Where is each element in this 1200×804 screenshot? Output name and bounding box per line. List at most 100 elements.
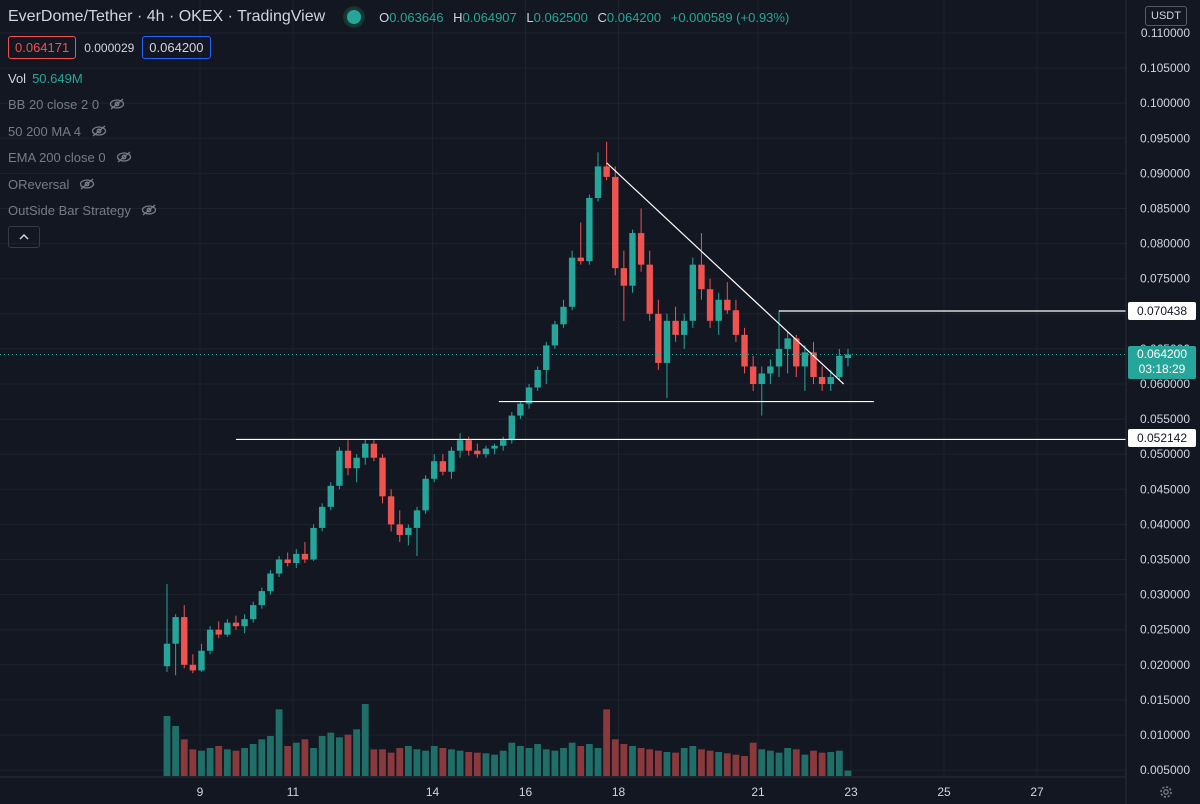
volume-bar (629, 746, 636, 776)
price-tick-label: 0.050000 (1140, 447, 1190, 461)
time-tick-label: 27 (1030, 785, 1044, 799)
candle-body (327, 485, 334, 507)
candle-body (698, 264, 705, 290)
candle-body (784, 338, 791, 349)
volume-bar (517, 746, 524, 776)
candle-body (629, 233, 636, 286)
time-tick-label: 25 (937, 785, 951, 799)
candle-body (275, 559, 283, 574)
volume-bar (439, 748, 447, 776)
volume-bar (465, 752, 473, 776)
candle-body (448, 450, 455, 472)
candle-body (258, 591, 266, 606)
price-tick-label: 0.080000 (1140, 237, 1190, 251)
candle-body (560, 306, 567, 325)
volume-bar (163, 716, 171, 776)
eye-hidden-icon[interactable] (116, 149, 132, 165)
candle-body (474, 450, 481, 455)
volume-bar (749, 742, 757, 776)
volume-bar (189, 749, 197, 776)
bar-countdown: 03:18:29 (1138, 362, 1186, 376)
buy-button[interactable]: 0.064200 (142, 36, 211, 59)
volume-bar (241, 748, 248, 776)
symbol-title[interactable]: EverDome/Tether · 4h · OKEX · TradingVie… (8, 8, 326, 25)
collapse-legend-button[interactable] (8, 226, 40, 248)
volume-bar (689, 746, 697, 776)
volume-bar (361, 704, 369, 776)
volume-bar (784, 748, 792, 776)
eye-hidden-icon[interactable] (91, 123, 107, 139)
candle-body (836, 355, 843, 377)
volume-bar (404, 746, 412, 776)
volume-bar (646, 749, 654, 776)
volume-bar (568, 742, 576, 776)
volume-bar (344, 734, 352, 776)
price-tick-label: 0.105000 (1140, 61, 1190, 75)
indicator-bb[interactable]: BB 20 close 2 0 (8, 96, 125, 112)
candle-body (801, 352, 809, 367)
eye-hidden-icon[interactable] (79, 176, 95, 192)
candle-body (491, 445, 498, 449)
candle-body (405, 527, 412, 535)
volume-bar (560, 748, 567, 776)
candle-body (810, 352, 817, 377)
indicator-ema[interactable]: EMA 200 close 0 (8, 149, 132, 165)
volume-bar (275, 709, 283, 776)
candle-body (620, 268, 628, 286)
quotes: 0.064171 0.000029 0.064200 (8, 36, 211, 59)
time-tick-label: 18 (612, 785, 626, 799)
volume-bar (827, 752, 835, 776)
candle-body (284, 559, 291, 564)
volume-bar (379, 749, 386, 776)
indicator-oreversal[interactable]: OReversal (8, 176, 95, 192)
resistance-price-label: 0.070438 (1128, 302, 1196, 320)
candle-body (431, 461, 438, 479)
volume-bar (620, 744, 628, 776)
volume-bar (818, 752, 826, 776)
price-tick-label: 0.025000 (1140, 623, 1190, 637)
volume-bar (767, 750, 774, 776)
volume-bar (370, 749, 378, 776)
indicator-outside-bar[interactable]: OutSide Bar Strategy (8, 202, 157, 218)
volume-bar (542, 749, 550, 776)
indicator-ma[interactable]: 50 200 MA 4 (8, 123, 107, 139)
time-tick-label: 21 (751, 785, 765, 799)
candle-body (336, 450, 343, 486)
candle-body (344, 450, 352, 469)
price-tick-label: 0.005000 (1140, 763, 1190, 777)
spread-value: 0.000029 (84, 40, 135, 55)
support-price-label: 0.052142 (1128, 429, 1196, 447)
candle-body (456, 440, 464, 451)
candle-body (439, 461, 447, 472)
time-tick-label: 9 (197, 785, 204, 799)
volume-bar (448, 749, 455, 776)
sell-button[interactable]: 0.064171 (8, 36, 77, 59)
candle-body (379, 457, 386, 497)
eye-hidden-icon[interactable] (141, 202, 157, 218)
price-tick-label: 0.075000 (1140, 272, 1190, 286)
time-tick-label: 11 (287, 785, 300, 799)
gear-icon[interactable] (1158, 784, 1174, 800)
eye-hidden-icon[interactable] (109, 96, 125, 112)
volume-legend[interactable]: Vol 50.649M (8, 71, 83, 86)
volume-bar (180, 739, 188, 776)
volume-bar (741, 756, 748, 776)
volume-bar (672, 752, 679, 776)
chevron-up-icon (19, 233, 29, 240)
volume-bar (810, 750, 817, 776)
candle-body (353, 457, 360, 469)
candle-body (594, 166, 602, 198)
volume-bar (732, 754, 740, 776)
volume-bar (603, 709, 611, 776)
price-tick-label: 0.060000 (1140, 377, 1190, 391)
volume-bar (585, 744, 593, 776)
volume-bar (206, 748, 214, 776)
candle-body (732, 310, 740, 335)
price-tick-label: 0.030000 (1140, 588, 1190, 602)
candle-body (706, 289, 714, 321)
currency-button[interactable]: USDT (1145, 6, 1187, 26)
candle-body (793, 338, 800, 367)
volume-bar (715, 752, 723, 776)
market-status-icon[interactable] (345, 8, 364, 26)
